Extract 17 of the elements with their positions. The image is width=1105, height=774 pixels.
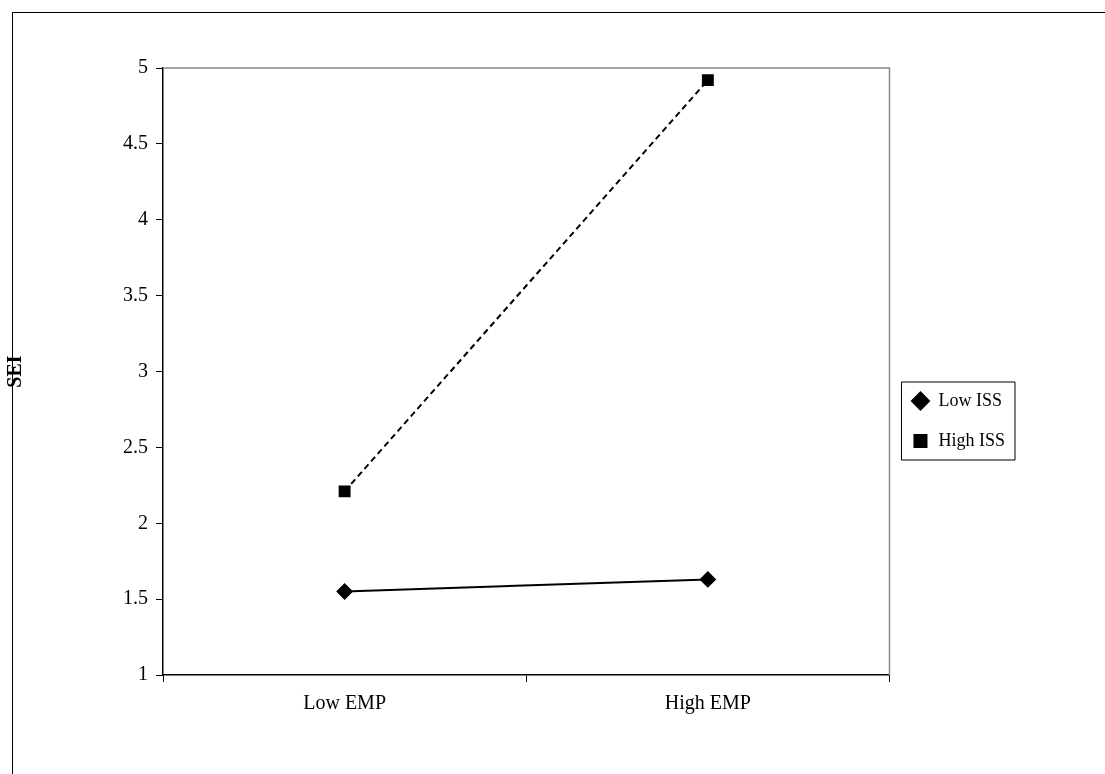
y-tick-label: 1.5 (123, 586, 148, 609)
y-tick-label: 2.5 (123, 434, 148, 457)
y-tick-label: 5 (138, 55, 148, 78)
y-tick-label: 3 (138, 358, 148, 381)
y-tick-label: 1 (138, 662, 148, 685)
point (699, 571, 716, 588)
y-tick-label: 3.5 (123, 282, 148, 305)
y-tick-label: 2 (138, 510, 148, 533)
x-tick-label: High EMP (664, 691, 751, 715)
legend-label: Low ISS (938, 389, 1002, 410)
point (701, 74, 714, 87)
x-tick-label: Low EMP (303, 691, 387, 714)
point (338, 485, 351, 498)
point (336, 583, 353, 600)
y-tick-label: 4 (138, 207, 148, 229)
y-tick-label: 4.5 (123, 131, 148, 154)
legend-label: High ISS (938, 429, 1005, 450)
